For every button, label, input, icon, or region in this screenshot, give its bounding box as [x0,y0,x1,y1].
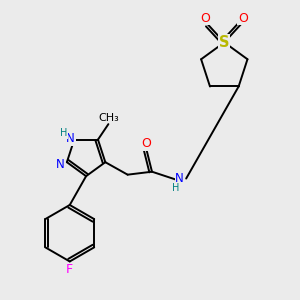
Text: CH₃: CH₃ [99,112,119,123]
Text: H: H [60,128,68,138]
Text: H: H [172,183,180,193]
Text: O: O [238,11,248,25]
Text: F: F [66,263,73,276]
Text: N: N [56,158,65,171]
Text: S: S [219,35,230,50]
Text: N: N [175,172,184,185]
Text: O: O [142,137,152,150]
Text: N: N [66,133,75,146]
Text: O: O [201,11,211,25]
